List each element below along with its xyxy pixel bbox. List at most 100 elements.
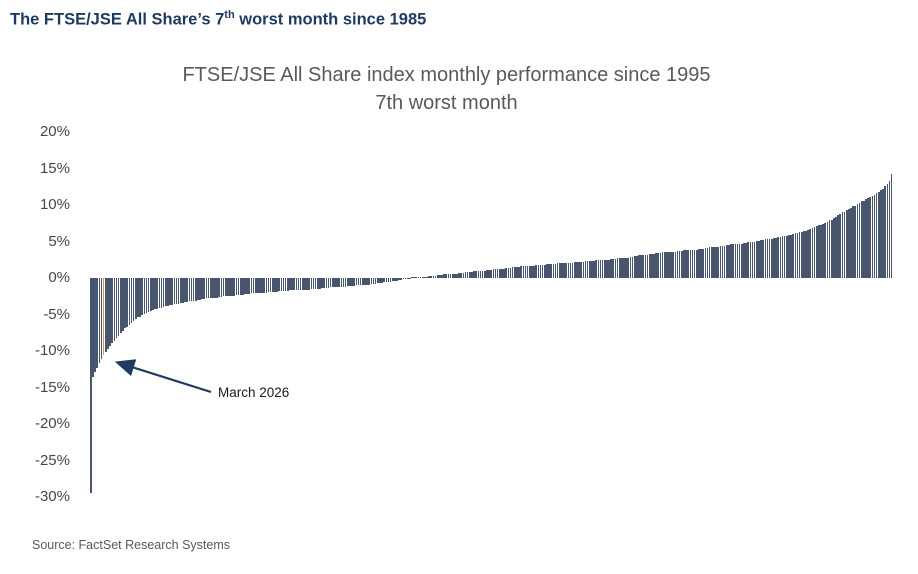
page-title-superscript: th [224, 9, 235, 21]
bar [312, 278, 315, 289]
bar [661, 252, 664, 278]
bar [441, 275, 443, 278]
bar [738, 243, 741, 278]
bar [239, 278, 242, 295]
bar [492, 269, 495, 278]
bar [569, 262, 572, 278]
bar [648, 253, 651, 278]
bar [96, 278, 99, 368]
y-axis-tick-label: -20% [34, 415, 70, 432]
bar [184, 278, 186, 303]
bar [651, 253, 653, 278]
bar [839, 213, 842, 278]
bar [331, 278, 334, 288]
bar [214, 278, 216, 298]
bar [310, 278, 313, 289]
bar [372, 278, 375, 284]
bar [732, 244, 735, 278]
bar [524, 266, 527, 278]
bar [385, 278, 388, 283]
bar [199, 278, 201, 300]
bar [588, 261, 591, 278]
bar [361, 278, 364, 285]
bar [287, 278, 289, 292]
bar [818, 225, 820, 278]
bar [884, 186, 887, 278]
bar [419, 276, 422, 278]
bar [417, 277, 420, 278]
bar [274, 278, 276, 292]
bar [186, 278, 188, 303]
bar [391, 278, 394, 281]
bar [398, 278, 400, 281]
bar [139, 278, 141, 317]
bar [498, 268, 501, 278]
bar [379, 278, 381, 284]
bar [381, 278, 383, 284]
bar [248, 278, 251, 295]
bar [494, 269, 497, 278]
bar [822, 223, 824, 278]
bar [167, 278, 169, 306]
bar [597, 260, 600, 278]
bar [552, 264, 555, 278]
bar [171, 278, 173, 305]
bar [201, 278, 203, 300]
bar [254, 278, 257, 294]
bar [340, 278, 343, 287]
bar [621, 258, 623, 278]
bar [113, 278, 116, 341]
bar [231, 278, 233, 296]
bar [359, 278, 362, 286]
bar [696, 249, 698, 278]
bar [770, 238, 773, 278]
bar [642, 255, 645, 278]
bar [383, 278, 385, 283]
bar [308, 278, 311, 290]
bar [250, 278, 253, 294]
bar [556, 263, 559, 278]
bar [878, 191, 880, 278]
bar [526, 265, 529, 278]
bar [610, 259, 612, 278]
bar [342, 278, 345, 287]
bar [811, 228, 814, 278]
bar [723, 245, 726, 278]
bar [670, 251, 672, 278]
bar [625, 257, 627, 278]
bar [541, 264, 544, 278]
bar [691, 249, 694, 278]
y-axis-tick-label: 10% [39, 196, 70, 213]
bar [205, 278, 208, 299]
bar [154, 278, 156, 310]
bar [747, 242, 749, 278]
bar [616, 258, 619, 278]
bar [663, 252, 666, 278]
bar [807, 229, 809, 278]
bar [484, 270, 486, 278]
bar [220, 278, 223, 297]
bar [409, 278, 411, 279]
bar [781, 236, 784, 278]
bar [809, 229, 812, 278]
bar [194, 278, 197, 301]
bar [466, 272, 469, 278]
bar [845, 210, 848, 278]
bar [760, 240, 762, 278]
bar [297, 278, 300, 291]
bar [698, 248, 700, 278]
bar [736, 243, 739, 278]
bar [265, 278, 268, 293]
bar [119, 278, 122, 333]
bar [439, 275, 441, 278]
bar [734, 244, 737, 278]
bar [278, 278, 281, 292]
bar [640, 255, 642, 278]
bar [762, 240, 764, 278]
bar [293, 278, 296, 291]
chart-title: FTSE/JSE All Share index monthly perform… [0, 61, 893, 117]
bar [830, 219, 833, 278]
bar [486, 269, 488, 278]
bar [115, 278, 118, 338]
bar [608, 259, 610, 278]
